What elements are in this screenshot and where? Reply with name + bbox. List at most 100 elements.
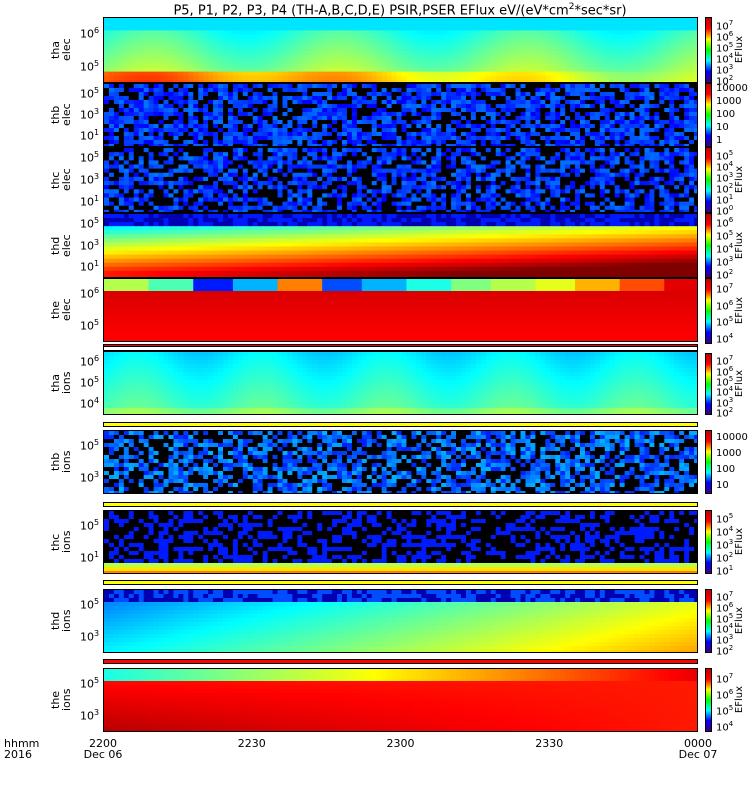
heatmap-cell	[446, 55, 452, 60]
heatmap-cell	[679, 132, 685, 137]
heatmap-cell	[272, 132, 279, 137]
heatmap-cell	[629, 160, 636, 166]
heatmap-cell	[689, 30, 695, 36]
heatmap-cell	[580, 160, 586, 166]
heatmap-cell	[322, 120, 328, 125]
heatmap-cell	[262, 46, 269, 52]
heatmap-cell	[461, 124, 467, 129]
heatmap-cell	[322, 71, 328, 77]
heatmap-cell	[520, 108, 527, 113]
heatmap-cell	[123, 18, 130, 23]
heatmap-cell	[674, 75, 680, 81]
heatmap-cell	[183, 136, 189, 141]
heatmap-cell	[322, 108, 328, 113]
heatmap-cell	[252, 59, 259, 64]
heatmap-cell	[490, 38, 497, 44]
heatmap-cell	[247, 22, 254, 27]
heatmap-cell	[213, 181, 219, 186]
heatmap-cell	[332, 176, 338, 182]
heatmap-cell	[113, 59, 120, 64]
heatmap-cell	[679, 120, 685, 125]
heatmap-cell	[545, 18, 551, 23]
heatmap-cell	[208, 140, 214, 145]
heatmap-cell	[446, 176, 452, 182]
heatmap-cell	[257, 185, 264, 190]
heatmap-cell	[441, 63, 447, 69]
heatmap-cell	[465, 144, 472, 146]
heatmap-cell	[555, 181, 561, 186]
heatmap-cell	[515, 172, 522, 178]
heatmap-cell	[431, 67, 437, 73]
heatmap-cell	[555, 120, 561, 125]
heatmap-cell	[312, 136, 318, 141]
heatmap-cell	[550, 71, 556, 77]
heatmap-cell	[292, 176, 298, 182]
heatmap-cell	[232, 92, 239, 97]
heatmap-cell	[312, 55, 318, 60]
heatmap-cell	[589, 176, 596, 182]
heatmap-cell	[500, 132, 507, 137]
heatmap-cell	[223, 75, 229, 81]
heatmap-cell	[475, 136, 482, 141]
heatmap-cell	[118, 108, 125, 113]
heatmap-cell	[312, 26, 318, 31]
heatmap-cell	[381, 92, 388, 97]
heatmap-cell	[669, 152, 675, 157]
heatmap-cell	[485, 67, 492, 73]
heatmap-cell	[461, 140, 467, 145]
heatmap-cell	[312, 116, 318, 121]
heatmap-cell	[104, 148, 110, 153]
heatmap-cell	[257, 51, 264, 56]
heatmap-cell	[436, 67, 442, 73]
heatmap-cell	[302, 30, 308, 36]
heatmap-cell	[609, 88, 616, 93]
heatmap-cell	[183, 59, 189, 64]
heatmap-cell	[580, 116, 586, 121]
heatmap-cell	[188, 92, 194, 97]
heatmap-cell	[113, 51, 120, 56]
heatmap-cell	[381, 22, 388, 27]
heatmap-cell	[669, 128, 675, 133]
heatmap-cell	[575, 84, 581, 89]
heatmap-cell	[530, 55, 536, 60]
heatmap-cell	[257, 148, 264, 153]
heatmap-cell	[198, 148, 204, 153]
heatmap-cell	[540, 75, 546, 81]
heatmap-cell	[604, 148, 611, 153]
heatmap-cell	[624, 144, 631, 146]
heatmap-cell	[674, 22, 680, 27]
heatmap-cell	[386, 160, 393, 166]
heatmap-cell	[456, 59, 462, 64]
heatmap-cell	[679, 156, 685, 161]
heatmap-cell	[123, 132, 130, 137]
heatmap-cell	[431, 128, 437, 133]
heatmap-cell	[545, 42, 551, 48]
heatmap-cell	[351, 152, 358, 157]
heatmap-cell	[346, 152, 353, 157]
heatmap-cell	[674, 79, 680, 82]
heatmap-cell	[411, 104, 417, 109]
heatmap-cell	[396, 67, 403, 73]
heatmap-cell	[148, 26, 155, 31]
heatmap-cell	[113, 75, 120, 81]
heatmap-cell	[416, 67, 422, 73]
heatmap-cell	[480, 124, 487, 129]
heatmap-cell	[416, 136, 422, 141]
heatmap-cell	[327, 124, 333, 129]
heatmap-cell	[530, 152, 536, 157]
heatmap-cell	[104, 18, 110, 23]
heatmap-cell	[163, 132, 170, 137]
heatmap-cell	[198, 172, 204, 178]
heatmap-cell	[346, 104, 353, 109]
heatmap-cell	[431, 79, 437, 82]
heatmap-cell	[609, 51, 616, 56]
heatmap-cell	[148, 67, 155, 73]
heatmap-cell	[312, 140, 318, 145]
heatmap-cell	[327, 42, 333, 48]
heatmap-cell	[510, 63, 517, 69]
heatmap-cell	[684, 104, 690, 109]
heatmap-cell	[351, 156, 358, 161]
heatmap-cell	[193, 100, 199, 105]
heatmap-cell	[470, 140, 477, 145]
heatmap-cell	[649, 128, 655, 133]
